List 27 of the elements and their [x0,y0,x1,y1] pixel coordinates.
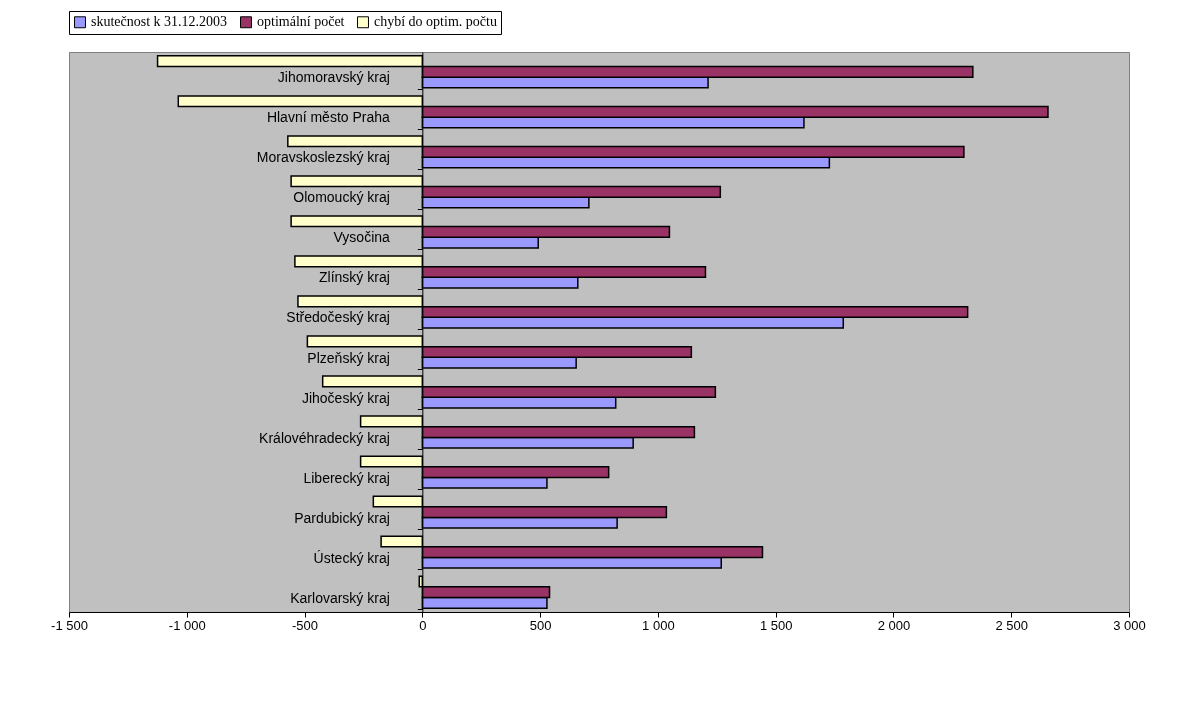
x-tick-label: 500 [529,617,552,633]
x-tick-label: -1 000 [168,617,206,633]
x-tick-label: -1 500 [51,617,88,633]
y-tick-label: Ústecký kraj [313,549,390,566]
x-tick-label: 2 500 [995,617,1028,633]
y-tick-label: Pardubický kraj [294,509,390,526]
y-tick-label: Moravskoslezský kraj [256,149,390,166]
x-tick-label: 1 500 [759,617,793,633]
y-tick-label: Zlínský kraj [319,269,390,286]
y-tick-label: Jihomoravský kraj [277,69,390,86]
x-tick-label: 3 000 [1113,617,1146,633]
legend-label: chybí do optim. počtu [374,14,497,30]
y-tick-label: Hlavní město Praha [266,109,391,126]
x-tick-label: 1 000 [642,617,675,633]
y-tick-label: Středočeský kraj [286,309,390,326]
y-tick-label: Královéhradecký kraj [259,429,390,446]
legend-label: optimální počet [257,14,345,30]
y-tick-label: Karlovarský kraj [290,589,390,606]
x-tick-label: 2 000 [877,617,911,633]
y-tick-label: Olomoucký kraj [293,189,390,206]
x-tick-label: -500 [292,617,319,633]
y-tick-label: Vysočina [333,229,391,246]
y-tick-label: Jihočeský kraj [301,389,390,406]
x-tick-label: 0 [419,617,427,633]
y-tick-label: Plzeňský kraj [307,349,390,366]
legend-label: skutečnost k 31.12.2003 [91,14,228,30]
y-tick-label: Liberecký kraj [303,469,390,486]
